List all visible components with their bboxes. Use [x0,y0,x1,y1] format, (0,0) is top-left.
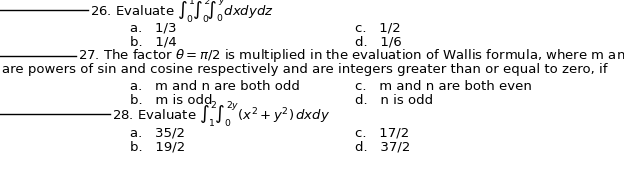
Text: are powers of sin and cosine respectively and are integers greater than or equal: are powers of sin and cosine respectivel… [2,63,608,77]
Text: d.   n is odd: d. n is odd [355,93,433,107]
Text: 28. Evaluate $\int_1^2\!\int_0^{2y}(x^2 + y^2)\, dxdy$: 28. Evaluate $\int_1^2\!\int_0^{2y}(x^2 … [112,99,330,129]
Text: d.   1/6: d. 1/6 [355,36,402,48]
Text: c.   1/2: c. 1/2 [355,21,401,34]
Text: 27. The factor $\theta = \pi/2$ is multiplied in the evaluation of Wallis formul: 27. The factor $\theta = \pi/2$ is multi… [78,48,624,65]
Text: d.   37/2: d. 37/2 [355,140,411,154]
Text: 26. Evaluate $\int_0^1\!\int_0^z\!\int_0^y dxdydz$: 26. Evaluate $\int_0^1\!\int_0^z\!\int_0… [90,0,274,25]
Text: a.   35/2: a. 35/2 [130,127,185,139]
Text: b.   1/4: b. 1/4 [130,36,177,48]
Text: a.   m and n are both odd: a. m and n are both odd [130,80,300,92]
Text: c.   17/2: c. 17/2 [355,127,409,139]
Text: a.   1/3: a. 1/3 [130,21,177,34]
Text: b.   m is odd: b. m is odd [130,93,213,107]
Text: c.   m and n are both even: c. m and n are both even [355,80,532,92]
Text: b.   19/2: b. 19/2 [130,140,185,154]
